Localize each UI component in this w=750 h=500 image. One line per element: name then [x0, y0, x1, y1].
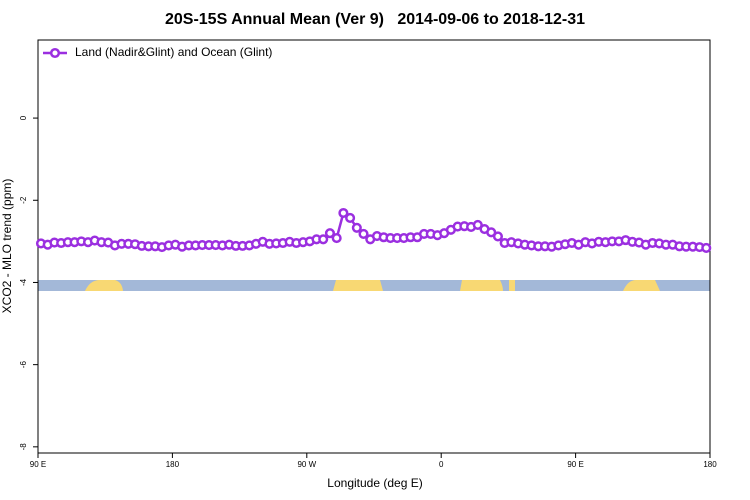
land-mask [38, 280, 710, 291]
x-tick-label: 90 W [297, 460, 316, 469]
y-tick-label: -8 [19, 443, 28, 451]
legend-marker [49, 47, 61, 59]
land-patch [333, 280, 383, 291]
y-tick-label: 0 [19, 115, 28, 120]
data-point [338, 207, 349, 219]
land-patch [623, 280, 660, 291]
data-point [331, 233, 342, 244]
data-point [324, 228, 335, 239]
data-point [358, 228, 369, 240]
data-point [701, 242, 712, 253]
x-tick-label: 180 [166, 460, 180, 469]
x-axis-title: Longitude (deg E) [327, 476, 422, 490]
data-point [351, 222, 362, 233]
x-tick-label: 180 [703, 460, 717, 469]
chart-title: 20S-15S Annual Mean (Ver 9) 2014-09-06 t… [165, 11, 585, 28]
legend-label: Land (Nadir&Glint) and Ocean (Glint) [75, 45, 272, 59]
data-point [345, 212, 356, 223]
land-patch [509, 280, 515, 291]
land-patch [460, 280, 503, 291]
y-axis-title: XCO2 - MLO trend (ppm) [0, 179, 14, 314]
x-tick-label: 90 E [30, 460, 46, 469]
data-point [318, 234, 329, 245]
y-tick-label: -2 [19, 196, 28, 204]
y-tick-label: -4 [19, 278, 28, 286]
data-point [492, 231, 503, 242]
x-tick-label: 90 E [567, 460, 583, 469]
x-tick-label: 0 [439, 460, 444, 469]
y-tick-label: -6 [19, 361, 28, 369]
land-patch [85, 280, 123, 291]
